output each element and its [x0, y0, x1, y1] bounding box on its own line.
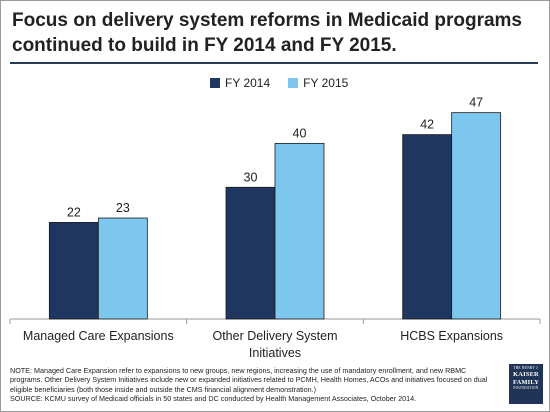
bar-fy2015-1 [274, 142, 325, 320]
bar-fy2015-0 [97, 217, 148, 320]
category-label: Other Delivery System Initiatives [212, 329, 338, 360]
title-divider [10, 62, 538, 64]
bar-fy2014-0 [48, 222, 99, 320]
note-text: NOTE: Managed Care Expansion refer to ex… [10, 366, 488, 394]
legend-label-fy2014: FY 2014 [225, 76, 271, 90]
chart-legend: FY 2014 FY 2015 [210, 76, 348, 90]
bar-fy2015-2 [451, 112, 502, 320]
legend-item-fy2014: FY 2014 [210, 76, 270, 90]
source-text: SOURCE: KCMU survey of Medicaid official… [10, 394, 417, 404]
data-label: 47 [469, 96, 483, 110]
kff-logo: THE HENRY J. KAISER FAMILY FOUNDATION [509, 364, 543, 404]
legend-item-fy2015: FY 2015 [288, 76, 348, 90]
category-label: Managed Care Expansions [22, 329, 174, 343]
data-label: 40 [293, 126, 307, 140]
data-label: 23 [116, 201, 130, 215]
category-label: HCBS Expansions [400, 329, 504, 343]
legend-swatch-fy2014 [210, 78, 220, 88]
chart-title: Focus on delivery system reforms in Medi… [12, 10, 522, 56]
legend-label-fy2015: FY 2015 [303, 76, 349, 90]
data-label: 30 [244, 170, 258, 184]
data-label: 42 [420, 118, 434, 132]
legend-swatch-fy2015 [288, 78, 299, 88]
data-label: 22 [67, 205, 81, 219]
bar-fy2014-2 [402, 134, 453, 320]
bar-fy2014-1 [225, 186, 276, 320]
footnote: NOTE: Managed Care Expansion refer to ex… [10, 366, 500, 404]
